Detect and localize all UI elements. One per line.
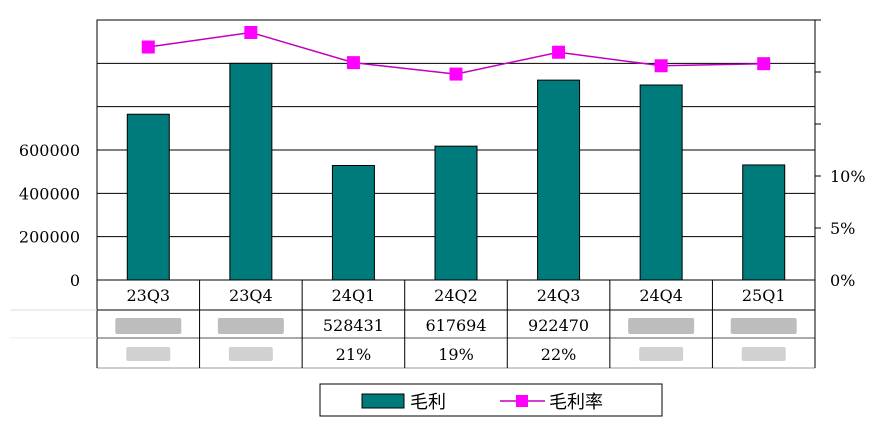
y-right-tick-label: 10%: [830, 167, 866, 186]
redacted-cell: [228, 347, 273, 361]
legend-swatch-marker: [516, 395, 528, 407]
x-category-label: 25Q1: [742, 286, 786, 305]
table-row1-value: 617694: [425, 316, 486, 335]
marker-gross-margin: [244, 25, 258, 39]
table-row1-value: 528431: [323, 316, 384, 335]
x-category-label: 23Q3: [126, 286, 170, 305]
table-row1-value: 922470: [528, 316, 589, 335]
bar-gross-profit: [331, 165, 375, 281]
y-left-tick-label: 600000: [19, 141, 80, 160]
redacted-cell: [217, 318, 284, 334]
marker-gross-margin: [346, 56, 360, 70]
x-category-label: 23Q4: [229, 286, 273, 305]
table-row2-value: 22%: [541, 345, 577, 364]
bar-gross-profit: [434, 145, 478, 281]
bar-gross-profit: [229, 62, 273, 281]
redacted-cell: [730, 318, 797, 334]
redacted-cell: [741, 347, 786, 361]
legend-swatch-bar: [361, 393, 405, 409]
y-right-tick-label: 0%: [830, 271, 855, 290]
table-row2-value: 19%: [438, 345, 474, 364]
x-category-label: 24Q4: [639, 286, 683, 305]
marker-gross-margin: [757, 57, 771, 71]
x-category-label: 24Q3: [537, 286, 581, 305]
bar-gross-profit: [639, 84, 683, 281]
legend-label-gross-profit: 毛利: [410, 392, 446, 413]
bar-gross-profit: [742, 164, 786, 281]
redacted-cell: [126, 347, 171, 361]
marker-gross-margin: [141, 40, 155, 54]
y-left-tick-label: 0: [70, 271, 80, 290]
y-left-tick-label: 400000: [19, 184, 80, 203]
y-left-tick-label: 200000: [19, 228, 80, 247]
bar-gross-profit: [126, 113, 170, 281]
redacted-cell: [639, 347, 684, 361]
redacted-cell: [628, 318, 695, 334]
legend-label-gross-margin: 毛利率: [549, 392, 603, 413]
table-row2-value: 21%: [336, 345, 372, 364]
marker-gross-margin: [654, 59, 668, 73]
redacted-cell: [115, 318, 182, 334]
marker-gross-margin: [552, 45, 566, 59]
x-category-label: 24Q1: [332, 286, 376, 305]
y-right-tick-label: 5%: [830, 219, 855, 238]
x-category-label: 24Q2: [434, 286, 478, 305]
marker-gross-margin: [449, 67, 463, 81]
bar-gross-profit: [537, 79, 581, 281]
